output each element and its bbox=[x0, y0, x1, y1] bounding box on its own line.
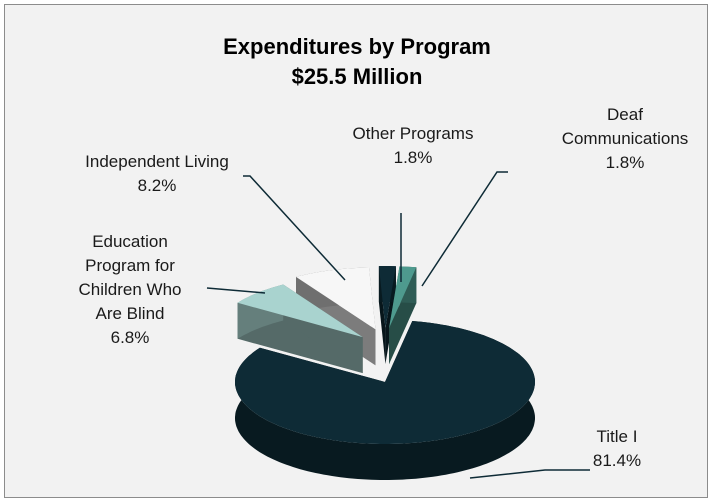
value-label: 6.8% bbox=[110, 328, 150, 347]
value-label: 81.4% bbox=[592, 451, 642, 470]
value-label: 1.8% bbox=[605, 153, 645, 172]
slice bbox=[389, 266, 417, 329]
category-label: Independent Living bbox=[85, 152, 229, 171]
category-label: Deaf Communications bbox=[561, 105, 689, 148]
leader-line bbox=[421, 171, 508, 287]
value-label: 1.8% bbox=[393, 148, 433, 167]
slice bbox=[296, 267, 376, 330]
data-label: Education Program for Children Who Are B… bbox=[68, 230, 193, 350]
leader-line bbox=[243, 175, 346, 281]
data-label: Deaf Communications 1.8% bbox=[555, 103, 695, 175]
data-label: Other Programs 1.8% bbox=[323, 122, 503, 170]
data-label: Independent Living 8.2% bbox=[47, 150, 267, 198]
value-label: 8.2% bbox=[137, 176, 177, 195]
leader-line bbox=[469, 469, 590, 479]
chart-title: Expenditures by Program bbox=[223, 34, 491, 59]
slice bbox=[235, 321, 535, 444]
data-label: Title I 81.4% bbox=[557, 425, 677, 473]
category-label: Title I bbox=[596, 427, 638, 446]
slice bbox=[237, 284, 363, 338]
chart-subtitle: $25.5 Million bbox=[291, 64, 423, 89]
category-label: Education Program for Children Who Are B… bbox=[78, 232, 182, 323]
slice bbox=[378, 266, 396, 328]
category-label: Other Programs bbox=[352, 124, 474, 143]
leader-line bbox=[206, 287, 266, 294]
